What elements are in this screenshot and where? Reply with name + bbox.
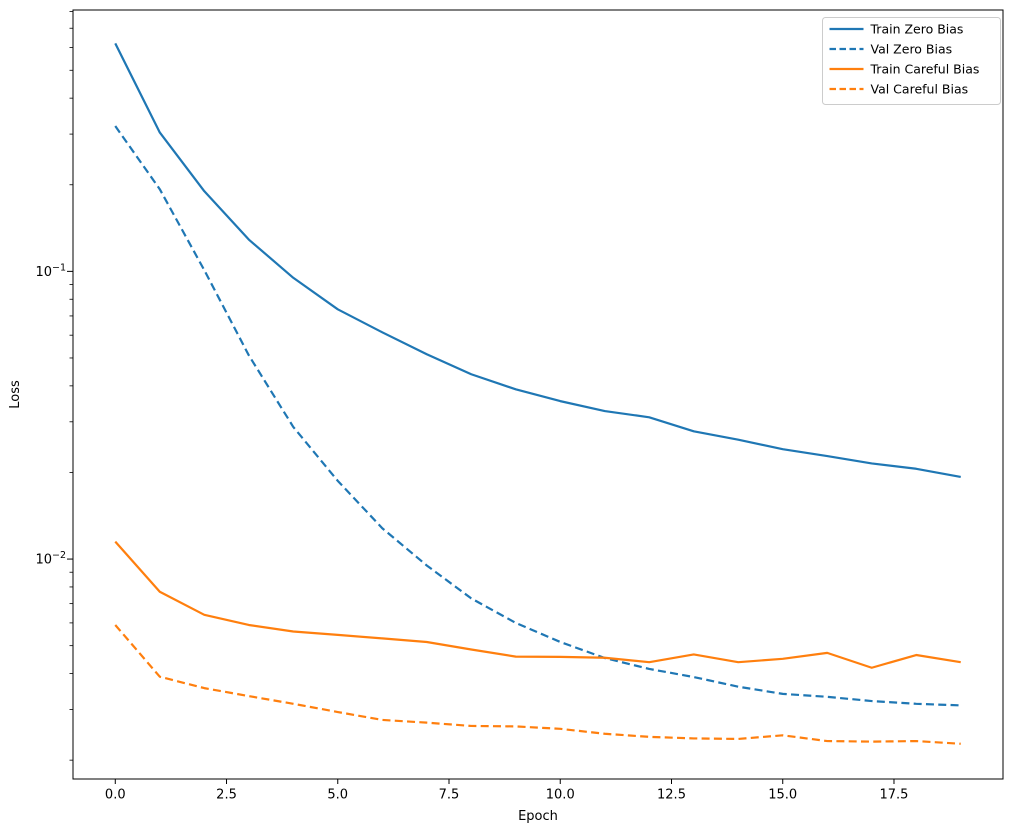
- legend-label: Val Careful Bias: [871, 82, 969, 97]
- series-line-val-zero-bias: [114, 125, 961, 707]
- axes-spines: [72, 9, 1004, 780]
- legend-label: Val Zero Bias: [871, 42, 953, 57]
- x-tick-label: 0.0: [105, 788, 126, 803]
- x-tick-label: 2.5: [216, 788, 237, 803]
- legend: Train Zero Bias Val Zero Bias Train Carefu…: [822, 17, 1001, 105]
- legend-label: Train Zero Bias: [870, 22, 964, 37]
- legend-entry: Train Careful Bias: [829, 62, 980, 77]
- y-axis-label: Loss: [8, 380, 23, 409]
- series-line-train-zero-bias: [114, 42, 961, 478]
- x-tick-label: 10.0: [546, 788, 575, 803]
- x-tick-label: 5.0: [327, 788, 348, 803]
- y-tick-label: 10−1: [35, 262, 66, 280]
- series-line-train-careful-bias: [114, 540, 961, 669]
- legend-entry: Val Zero Bias: [829, 42, 953, 57]
- legend-label: Train Careful Bias: [870, 62, 980, 77]
- x-tick-label: 17.5: [880, 788, 909, 803]
- legend-entry: Train Zero Bias: [829, 22, 964, 37]
- series-line-val-careful-bias: [114, 624, 961, 745]
- x-tick-label: 15.0: [768, 788, 797, 803]
- x-axis-label: Epoch: [518, 809, 558, 824]
- x-tick-label: 12.5: [657, 788, 686, 803]
- legend-box: [822, 17, 1001, 105]
- x-tick-label: 7.5: [439, 788, 460, 803]
- y-tick-label: 10−2: [35, 550, 66, 568]
- legend-entry: Val Careful Bias: [829, 82, 969, 97]
